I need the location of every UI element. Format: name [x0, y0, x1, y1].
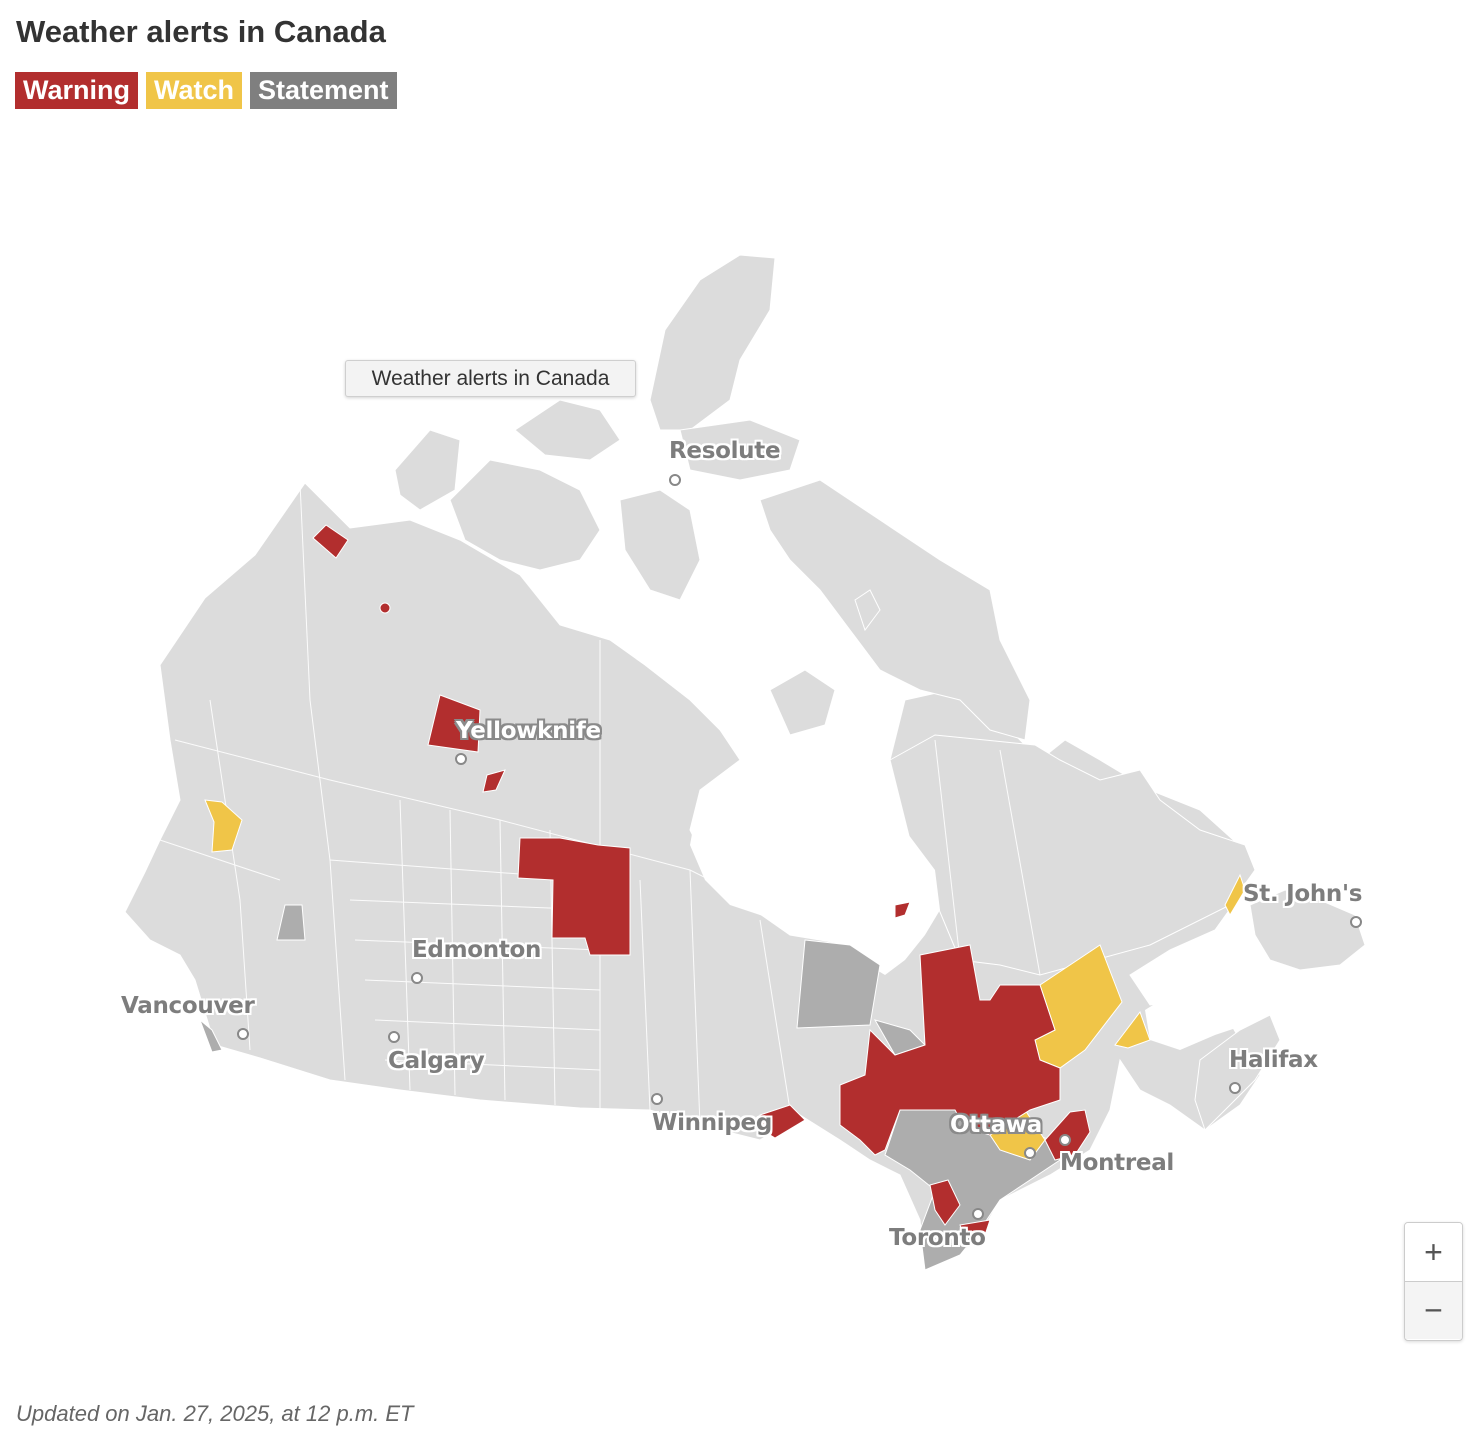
legend-watch: Watch: [146, 72, 242, 109]
vancouver-marker[interactable]: [237, 1028, 249, 1040]
toronto-marker[interactable]: [972, 1208, 984, 1220]
parry-islands: [514, 399, 621, 461]
city-label-ottawa: Ottawa: [950, 1112, 1043, 1138]
map-tooltip: Weather alerts in Canada: [345, 360, 636, 397]
zoom-control: + −: [1404, 1222, 1463, 1341]
legend: Warning Watch Statement: [15, 72, 397, 109]
gulf-of-st-lawrence: [1145, 975, 1260, 1050]
city-label-winnipeg: Winnipeg: [652, 1110, 773, 1136]
city-label-vancouver: Vancouver: [121, 993, 255, 1019]
edmonton-marker[interactable]: [411, 972, 423, 984]
yellowknife-marker[interactable]: [455, 753, 467, 765]
city-label-toronto: Toronto: [889, 1225, 986, 1251]
city-label-edmonton: Edmonton: [412, 937, 542, 963]
zoom-in-button[interactable]: +: [1405, 1223, 1462, 1281]
baffin-island: [759, 479, 1031, 741]
somerset-island: [619, 489, 701, 601]
belcher-islands: [854, 589, 881, 632]
city-label-halifax: Halifax: [1229, 1047, 1318, 1073]
city-label-resolute: Resolute: [669, 438, 781, 464]
winnipeg-marker[interactable]: [651, 1093, 663, 1105]
nova-scotia: [1194, 1014, 1281, 1131]
zoom-out-button[interactable]: −: [1405, 1281, 1462, 1339]
banks-island: [394, 429, 461, 511]
calgary-marker[interactable]: [388, 1031, 400, 1043]
page-title: Weather alerts in Canada: [16, 14, 386, 49]
city-label-montreal: Montreal: [1060, 1150, 1175, 1176]
warning-regions: [312, 524, 1091, 1239]
ellesmere-island: [649, 254, 776, 431]
halifax-marker[interactable]: [1229, 1082, 1241, 1094]
legend-warning: Warning: [15, 72, 138, 109]
montreal-marker[interactable]: [1059, 1134, 1071, 1146]
newfoundland: [1249, 889, 1366, 971]
legend-statement: Statement: [250, 72, 397, 109]
city-label-st-johns: St. John's: [1243, 881, 1363, 907]
southampton-island: [769, 669, 836, 736]
resolute-marker[interactable]: [669, 474, 681, 486]
st-johns-marker[interactable]: [1350, 916, 1362, 928]
hudson-bay: [690, 760, 940, 975]
city-markers: [237, 474, 1362, 1220]
updated-timestamp: Updated on Jan. 27, 2025, at 12 p.m. ET: [16, 1401, 414, 1426]
victoria-island: [449, 459, 601, 571]
watch-regions: [204, 799, 1246, 1161]
city-label-calgary: Calgary: [388, 1048, 485, 1074]
city-label-yellowknife: Yellowknife: [456, 718, 601, 744]
devon-island: [679, 419, 801, 481]
ottawa-marker[interactable]: [1024, 1147, 1036, 1159]
